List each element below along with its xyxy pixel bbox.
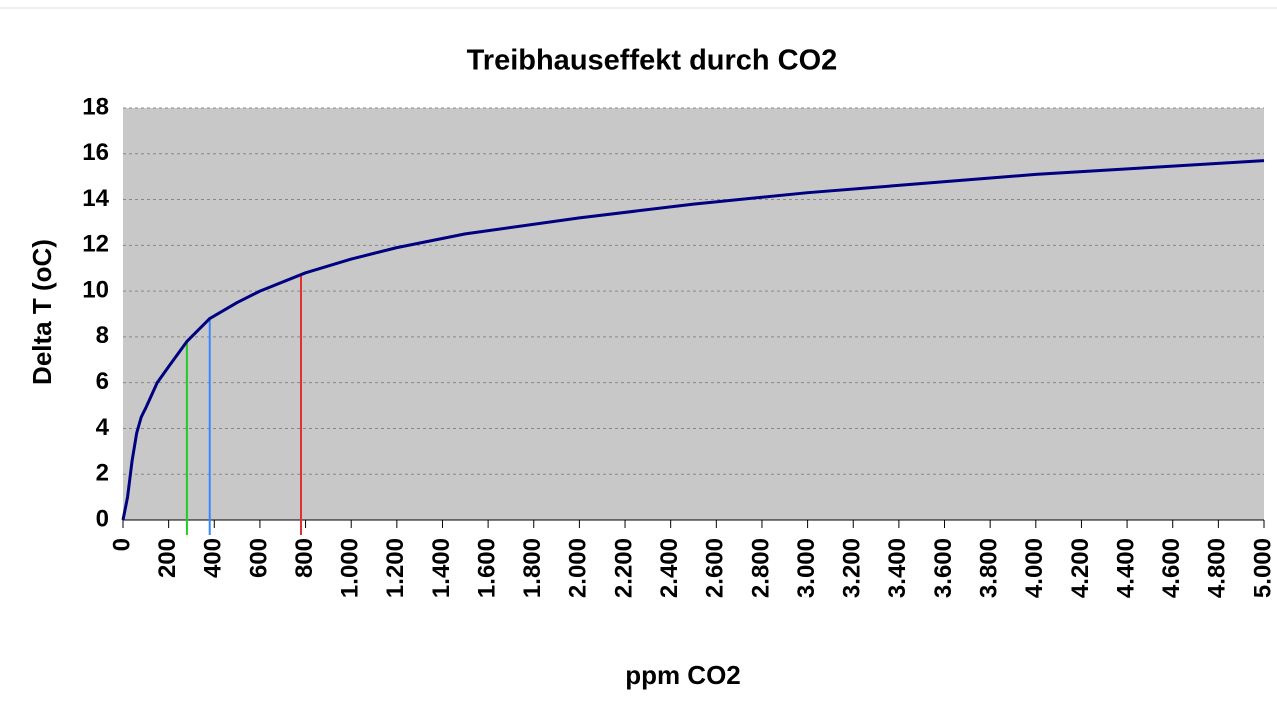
- y-tick-label: 6: [96, 368, 109, 395]
- x-tick-label: 4.000: [1021, 538, 1048, 598]
- line-series: [121, 159, 1265, 521]
- y-tick-label: 18: [82, 93, 109, 120]
- x-tick-label: 4.800: [1204, 538, 1231, 598]
- x-tick-label: 3.200: [839, 538, 866, 598]
- x-tick-label: 2.400: [656, 538, 683, 598]
- x-tick-label: 1.800: [519, 538, 546, 598]
- y-tick-label: 14: [82, 185, 109, 212]
- x-tick-label: 1.600: [473, 538, 500, 598]
- x-tick-label: 3.000: [793, 538, 820, 598]
- y-tick-label: 0: [96, 505, 109, 532]
- x-tick-label: 3.600: [930, 538, 957, 598]
- x-tick-label: 4.600: [1158, 538, 1185, 598]
- y-axis-label: Delta T (oC): [27, 239, 57, 385]
- x-tick-label: 600: [245, 538, 272, 578]
- y-tick-label: 2: [96, 460, 109, 487]
- x-tick-label: 800: [291, 538, 318, 578]
- x-tick-label: 2.800: [747, 538, 774, 598]
- x-tick-label: 1.400: [428, 538, 455, 598]
- x-tick-label: 5.000: [1249, 538, 1276, 598]
- chart-title: Treibhauseffekt durch CO2: [467, 45, 838, 77]
- x-tick-label: 2.600: [702, 538, 729, 598]
- y-tick-label: 10: [82, 276, 109, 303]
- x-tick-label: 4.400: [1112, 538, 1139, 598]
- x-tick-label: 1.000: [337, 538, 364, 598]
- y-tick-label: 12: [82, 231, 109, 258]
- x-tick-label: 0: [108, 538, 135, 551]
- x-tick-label: 1.200: [382, 538, 409, 598]
- x-tick-label: 4.200: [1067, 538, 1094, 598]
- y-tick-label: 8: [96, 322, 109, 349]
- y-tick-label: 16: [82, 139, 109, 166]
- x-tick-label: 3.400: [884, 538, 911, 598]
- x-tick-label: 2.000: [565, 538, 592, 598]
- x-tick-label: 3.800: [976, 538, 1003, 598]
- y-tick-label: 4: [96, 414, 110, 441]
- x-tick-label: 400: [200, 538, 227, 578]
- x-axis-label: ppm CO2: [625, 660, 741, 690]
- x-tick-label: 2.200: [610, 538, 637, 598]
- x-tick-label: 200: [154, 538, 181, 578]
- plot-area: [123, 108, 1264, 520]
